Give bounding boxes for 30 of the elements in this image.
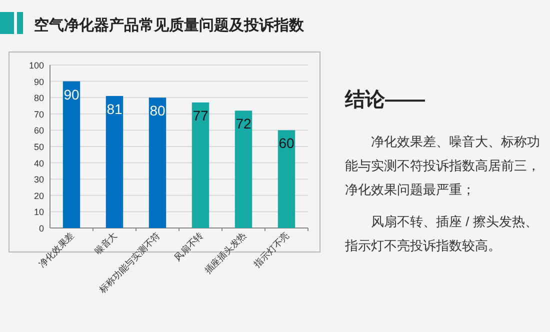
bar	[278, 130, 296, 228]
text: 净化效果差、噪音大、标称功能与实测不符投诉指数高居前三，净化效果问题最严重；	[345, 133, 540, 199]
y-tick-label: 90	[34, 76, 44, 87]
y-tick-label: 100	[28, 60, 44, 70]
chart-title: 空气净化器产品常见质量问题及投诉指数	[34, 16, 305, 34]
y-tick-label: 20	[34, 190, 44, 201]
data-label: 77	[192, 107, 208, 124]
y-tick-label: 80	[34, 93, 44, 104]
y-tick-label: 60	[34, 126, 44, 136]
y-tick-label: 40	[34, 158, 44, 168]
bar	[62, 81, 80, 228]
text: 结论——	[345, 88, 426, 112]
data-label: 60	[278, 135, 294, 152]
x-tick-label: 指示灯不亮	[251, 230, 291, 270]
bar	[192, 102, 210, 228]
bar	[234, 110, 252, 228]
x-tick-label: 插座插头发热	[202, 230, 248, 276]
data-label: 81	[106, 100, 122, 117]
y-tick-label: 30	[34, 174, 44, 185]
y-tick-label: 10	[34, 207, 44, 218]
y-tick-label: 50	[34, 142, 44, 152]
data-label: 72	[236, 116, 252, 132]
data-label: 80	[150, 102, 166, 119]
data-label: 90	[64, 86, 80, 102]
bar	[106, 96, 124, 228]
text: 风扇不转、插座 / 擦头发热、指示灯不亮投诉指数较高。	[345, 213, 539, 255]
bar	[148, 98, 166, 228]
y-tick-label: 70	[34, 109, 44, 120]
x-tick-label: 噪音大	[92, 230, 119, 257]
x-tick-label: 风扇不转	[172, 230, 205, 263]
